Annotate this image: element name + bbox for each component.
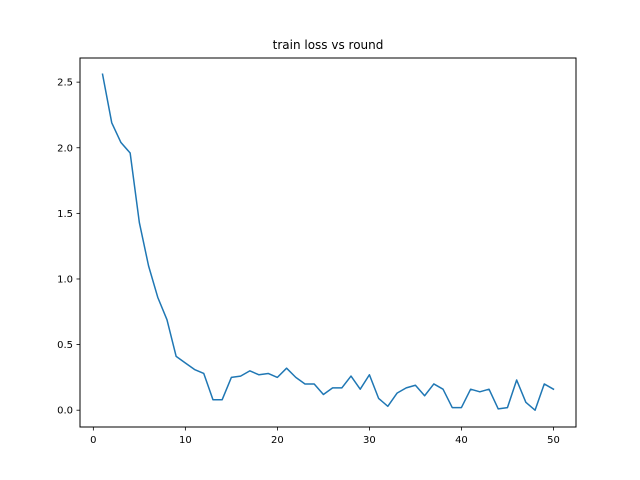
x-tick-label: 20 — [271, 435, 284, 446]
x-tick-label: 40 — [455, 435, 468, 446]
y-tick-label: 2.0 — [57, 143, 73, 154]
x-tick-label: 0 — [90, 435, 96, 446]
y-tick-label: 1.5 — [57, 209, 73, 220]
x-tick-label: 50 — [547, 435, 560, 446]
y-tick-label: 1.0 — [57, 274, 73, 285]
y-axis: 0.0 0.5 1.0 1.5 2.0 2.5 — [57, 78, 80, 417]
chart-title: train loss vs round — [273, 38, 384, 52]
series-line — [101, 73, 555, 411]
series-layer — [101, 73, 555, 411]
x-axis: 0 10 20 30 40 50 — [90, 427, 560, 446]
y-tick-label: 0.0 — [57, 406, 73, 417]
y-tick-label: 0.5 — [57, 340, 73, 351]
axes-frame — [79, 57, 577, 428]
x-tick-label: 10 — [179, 435, 192, 446]
y-tick-label: 2.5 — [57, 78, 73, 89]
x-tick-label: 30 — [363, 435, 376, 446]
